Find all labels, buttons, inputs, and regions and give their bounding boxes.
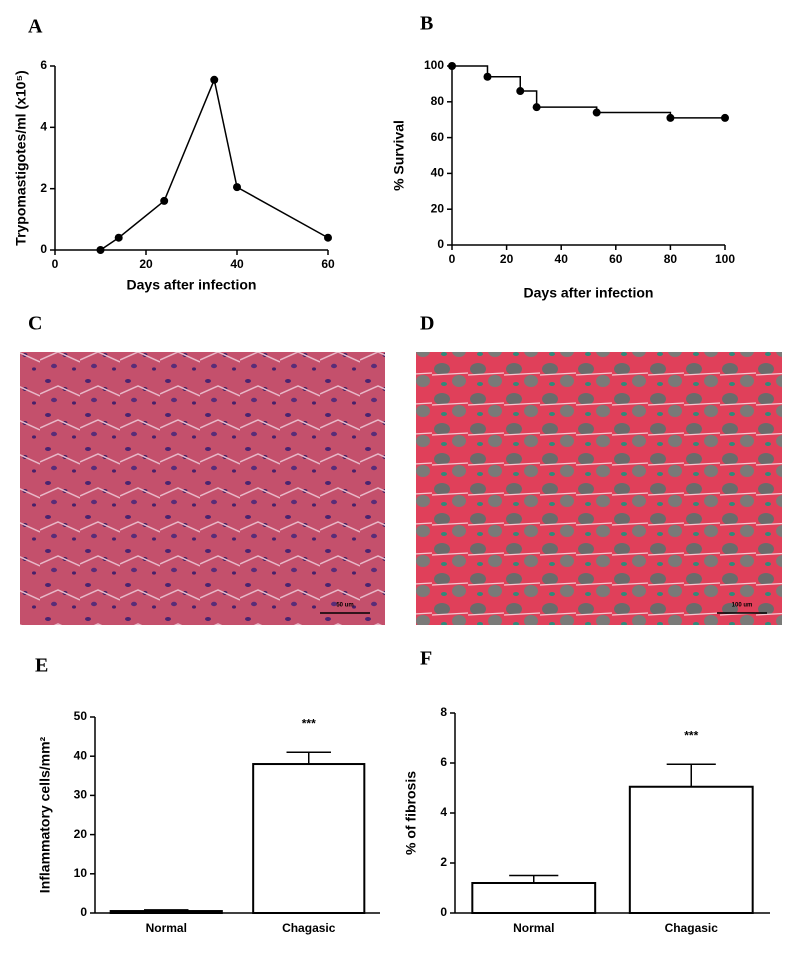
x-tick-label: 60 <box>321 257 335 271</box>
bar <box>109 910 223 914</box>
y-axis-label: % Survival <box>391 120 407 191</box>
significance: *** <box>684 728 698 742</box>
x-tick-label: 40 <box>230 257 244 271</box>
y-tick-label: 20 <box>74 827 88 841</box>
y-axis-label: % of fibrosis <box>403 771 419 855</box>
data-line <box>452 65 725 119</box>
x-tick-label: 20 <box>139 257 153 271</box>
panel-letter: F <box>420 648 432 670</box>
y-tick-label: 80 <box>431 94 445 108</box>
y-tick-label: 60 <box>431 130 445 144</box>
panel-letter: D <box>420 313 434 335</box>
y-tick-label: 0 <box>437 237 444 251</box>
scale-bar-label: 50 um <box>336 603 353 609</box>
y-tick-label: 30 <box>74 788 88 802</box>
y-tick-label: 4 <box>40 120 47 134</box>
micrograph <box>416 352 782 625</box>
y-tick-label: 0 <box>440 905 447 919</box>
y-tick-label: 0 <box>40 242 47 256</box>
y-tick-label: 8 <box>440 705 447 719</box>
bar <box>252 763 366 914</box>
data-point <box>592 108 601 117</box>
x-tick-label: 20 <box>500 252 514 266</box>
x-tick-label: 100 <box>715 252 735 266</box>
panel-letter: C <box>28 313 42 335</box>
y-tick-label: 6 <box>40 58 47 72</box>
x-axis-label: Days after infection <box>524 285 654 301</box>
y-tick-label: 40 <box>431 166 445 180</box>
data-point <box>96 246 105 254</box>
bar <box>471 882 597 914</box>
y-tick-label: 100 <box>424 58 444 72</box>
bar <box>628 785 754 914</box>
y-tick-label: 4 <box>440 805 447 819</box>
data-point <box>210 75 219 84</box>
data-point <box>160 196 169 205</box>
y-tick-label: 50 <box>74 709 88 723</box>
y-axis-label: Trypomastigotes/ml (x10⁵) <box>13 70 29 245</box>
data-point <box>233 183 241 192</box>
y-tick-label: 6 <box>440 755 447 769</box>
scale-bar-label: 100 um <box>732 603 753 609</box>
y-tick-label: 20 <box>431 201 445 215</box>
x-tick-label: Chagasic <box>665 921 719 935</box>
y-axis-label: Inflammatory cells/mm² <box>37 736 53 893</box>
x-tick-label: 80 <box>664 252 678 266</box>
x-tick-label: 60 <box>609 252 623 266</box>
significance: *** <box>302 716 316 730</box>
x-tick-label: 40 <box>555 252 569 266</box>
data-point <box>721 113 729 122</box>
x-tick-label: Normal <box>146 921 187 935</box>
y-tick-label: 10 <box>74 866 88 880</box>
y-tick-label: 2 <box>440 855 447 869</box>
panel-letter: B <box>420 13 433 35</box>
panel-letter: A <box>28 16 43 38</box>
x-axis-label: Days after infection <box>127 277 257 293</box>
data-line <box>100 77 329 251</box>
data-point <box>483 72 492 81</box>
data-point <box>666 113 675 122</box>
data-point <box>324 233 332 242</box>
data-point <box>532 103 541 112</box>
x-tick-label: 0 <box>449 252 456 266</box>
data-point <box>114 233 123 242</box>
micrograph <box>20 352 385 625</box>
x-tick-label: Chagasic <box>282 921 336 935</box>
y-tick-label: 0 <box>80 905 87 919</box>
data-point <box>448 62 456 70</box>
data-point <box>516 87 525 96</box>
x-tick-label: Normal <box>513 921 554 935</box>
y-tick-label: 40 <box>74 748 88 762</box>
y-tick-label: 2 <box>40 181 47 195</box>
panel-letter: E <box>35 655 48 677</box>
x-tick-label: 0 <box>52 257 59 271</box>
